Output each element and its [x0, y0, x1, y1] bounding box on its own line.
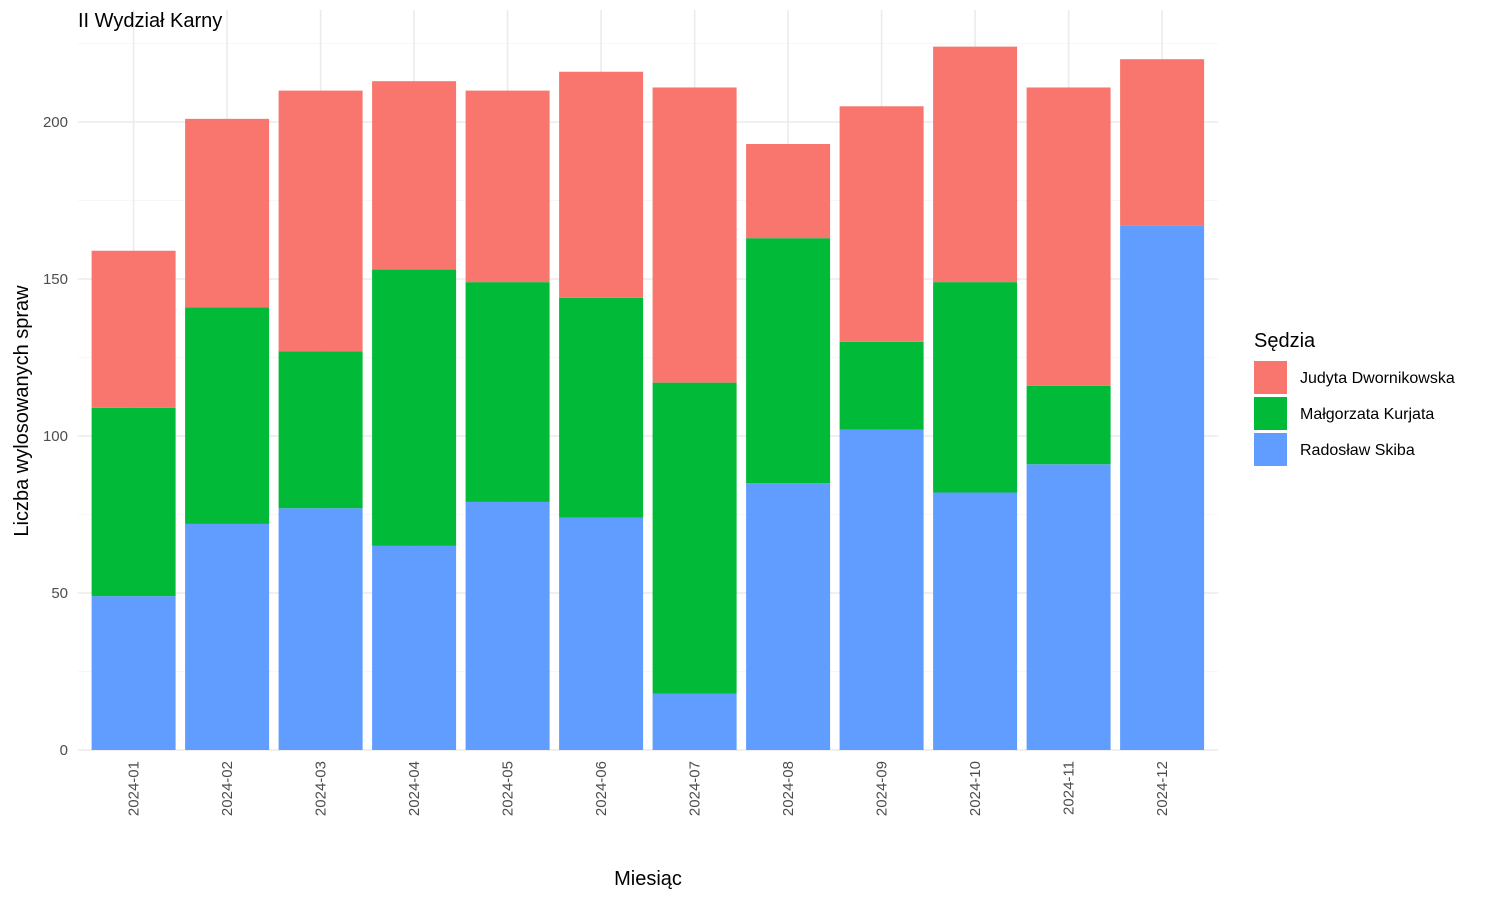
bar-segment: [652, 382, 737, 694]
bar-segment: [465, 282, 550, 502]
y-tick-label: 200: [43, 114, 68, 131]
bar-segment: [465, 90, 550, 283]
bar-segment: [559, 297, 644, 518]
x-axis-ticks: 2024-01 2024-02 2024-03 2024-04 2024-05 2024-…: [126, 761, 1171, 816]
bar-segment: [91, 407, 176, 597]
x-tick-label: 2024-07: [687, 761, 704, 816]
y-tick-label: 0: [60, 742, 68, 759]
legend-swatch: [1254, 397, 1287, 430]
bar-segment: [559, 71, 644, 298]
bar-segment: [746, 483, 831, 750]
bar-segment: [185, 523, 270, 750]
legend-swatch: [1254, 361, 1287, 394]
bar-segment: [1026, 464, 1111, 750]
x-tick-label: 2024-05: [500, 761, 517, 816]
bar-segment: [839, 429, 924, 750]
x-tick-label: 2024-02: [219, 761, 236, 816]
bar-segment: [1120, 59, 1205, 226]
bar-segment: [278, 90, 363, 352]
bar-segment: [465, 501, 550, 750]
bar-segment: [933, 282, 1018, 493]
chart-title: II Wydział Karny: [78, 10, 222, 32]
bar-segment: [185, 307, 270, 524]
x-tick-label: 2024-11: [1061, 761, 1078, 815]
x-tick-label: 2024-04: [406, 761, 423, 816]
x-tick-label: 2024-10: [967, 761, 984, 816]
bar-segment: [933, 492, 1018, 750]
y-axis-title: Liczba wylosowanych spraw: [11, 285, 33, 537]
legend-label: Judyta Dwornikowska: [1300, 370, 1455, 387]
bar-segment: [91, 596, 176, 750]
bar-segment: [185, 118, 270, 308]
bar-segment: [839, 106, 924, 342]
legend-label: Małgorzata Kurjata: [1300, 406, 1434, 423]
x-tick-label: 2024-03: [313, 761, 330, 816]
y-tick-label: 100: [43, 428, 68, 445]
bar-segment: [91, 250, 176, 408]
legend-label: Radosław Skiba: [1300, 442, 1415, 459]
legend-swatch: [1254, 433, 1287, 466]
x-tick-label: 2024-01: [126, 761, 143, 816]
bar-segment: [933, 46, 1018, 283]
y-axis-ticks: 0 50 100 150 200: [43, 114, 68, 759]
legend-items: Judyta Dwornikowska Małgorzata Kurjata Rad…: [1254, 361, 1455, 466]
bar-segment: [652, 693, 737, 750]
bars: [91, 46, 1205, 750]
bar-segment: [1026, 87, 1111, 386]
bar-segment: [278, 508, 363, 750]
x-tick-label: 2024-12: [1154, 761, 1171, 816]
bar-segment: [372, 269, 457, 546]
x-tick-label: 2024-09: [874, 761, 891, 816]
legend: Sędzia Judyta Dwornikowska Małgorzata Kur…: [1254, 330, 1455, 466]
bar-segment: [746, 238, 831, 484]
bar-segment: [559, 517, 644, 750]
bar-segment: [1120, 225, 1205, 750]
bar-segment: [1026, 385, 1111, 465]
x-axis-title: Miesiąc: [614, 868, 682, 890]
legend-title: Sędzia: [1254, 330, 1316, 352]
bar-segment: [278, 351, 363, 509]
bar-segment: [372, 545, 457, 750]
bar-segment: [839, 341, 924, 430]
x-tick-label: 2024-08: [780, 761, 797, 816]
x-tick-label: 2024-06: [593, 761, 610, 816]
bar-segment: [652, 87, 737, 383]
y-tick-label: 50: [51, 585, 68, 602]
y-tick-label: 150: [43, 271, 68, 288]
bar-segment: [746, 143, 831, 239]
bar-segment: [372, 81, 457, 270]
